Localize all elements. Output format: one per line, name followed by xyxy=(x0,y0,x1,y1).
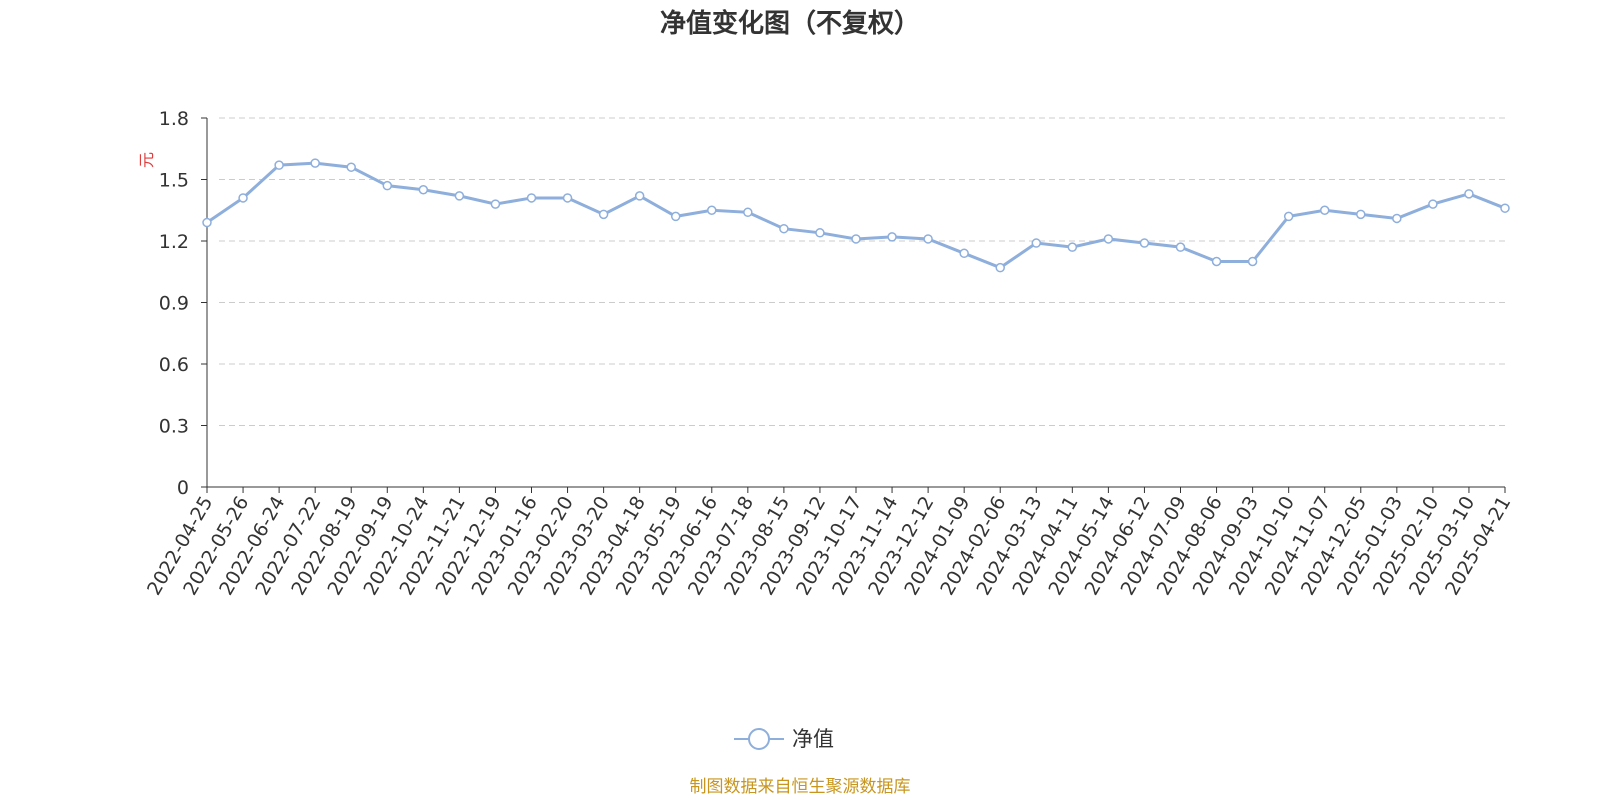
chart-title: 净值变化图（不复权） xyxy=(660,8,920,39)
data-point xyxy=(1392,213,1402,224)
y-axis-label: 元 xyxy=(137,152,156,168)
y-tick-label: 1.8 xyxy=(159,108,189,130)
data-point xyxy=(923,234,933,244)
data-point xyxy=(1428,199,1438,209)
data-point xyxy=(779,223,789,234)
data-point xyxy=(1356,209,1366,220)
data-point xyxy=(1247,256,1258,267)
data-point xyxy=(1319,205,1330,215)
data-point xyxy=(1283,211,1294,222)
data-point xyxy=(490,199,501,209)
data-point xyxy=(634,191,645,201)
data-point xyxy=(1031,238,1042,248)
data-point xyxy=(562,193,573,203)
y-tick-label: 1.5 xyxy=(159,170,189,192)
data-point xyxy=(598,209,609,220)
data-point xyxy=(418,185,429,195)
data-point xyxy=(851,234,861,244)
legend-label[interactable]: 净值 xyxy=(792,727,834,751)
data-point xyxy=(815,228,825,238)
y-tick-label: 0.6 xyxy=(159,354,189,376)
data-point xyxy=(382,180,393,191)
series-line xyxy=(206,161,1506,270)
y-tick-label: 0.3 xyxy=(159,416,189,438)
data-point xyxy=(238,193,248,203)
y-tick-label: 0 xyxy=(177,477,189,499)
data-point xyxy=(1175,242,1186,252)
data-point xyxy=(743,207,753,218)
data-point xyxy=(526,193,537,203)
legend-marker xyxy=(748,728,770,750)
data-point xyxy=(274,160,284,170)
data-point xyxy=(310,158,320,168)
data-point xyxy=(454,191,465,201)
data-point xyxy=(1500,203,1510,213)
y-tick-label: 1.2 xyxy=(159,231,189,253)
data-point xyxy=(707,205,717,215)
data-point xyxy=(202,217,212,228)
data-point xyxy=(995,262,1005,273)
data-point xyxy=(670,211,681,222)
data-point xyxy=(887,232,897,242)
data-point xyxy=(346,162,356,172)
data-point xyxy=(1103,234,1114,244)
data-point xyxy=(1464,189,1474,199)
data-point xyxy=(1067,242,1078,252)
data-point xyxy=(1211,256,1222,267)
source-note: 制图数据来自恒生聚源数据库 xyxy=(690,777,911,797)
data-point xyxy=(1139,238,1150,248)
data-point xyxy=(959,248,969,259)
y-tick-label: 0.9 xyxy=(159,293,189,315)
